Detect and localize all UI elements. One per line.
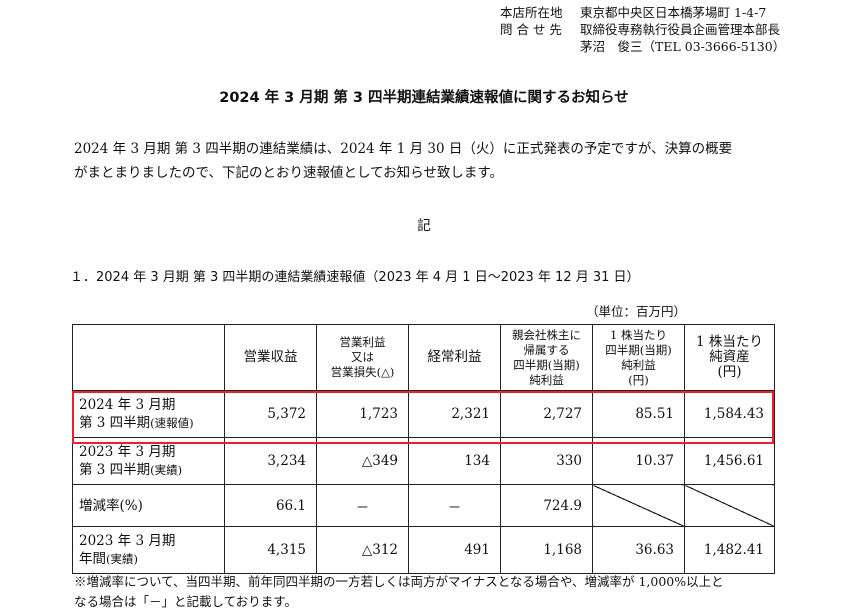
intro-paragraph: 2024 年 3 月期 第 3 四半期の連結業績は、2024 年 1 月 30 …	[74, 137, 794, 185]
table-cell: 3,234	[224, 437, 317, 485]
footnote: ※増減率について、当四半期、前年同四半期の一方若しくは両方がマイナスとなる場合や…	[74, 572, 794, 612]
table-cell: 724.9	[500, 484, 593, 527]
header-cell: 経常利益	[408, 324, 501, 391]
table-cell: 134	[408, 437, 501, 485]
table-cell: 1,584.43	[684, 390, 775, 438]
table-cell: 66.1	[224, 484, 317, 527]
header-label: 問 合 せ 先	[500, 22, 562, 37]
footnote-line: なる場合は「－」と記載しております。	[74, 594, 298, 609]
company-contact-block: 本店所在地 東京都中央区日本橋茅場町 1-4-7 問 合 せ 先 取締役専務執行…	[500, 4, 785, 55]
header-label	[500, 38, 580, 55]
ki-marker: 記	[417, 218, 431, 234]
header-label: 本店所在地	[500, 5, 563, 20]
header-value: 取締役専務執行役員企画管理本部長	[580, 22, 781, 37]
footnote-line: ※増減率について、当四半期、前年同四半期の一方若しくは両方がマイナスとなる場合や…	[74, 574, 724, 589]
diagonal-empty-cell	[592, 484, 685, 527]
table-cell: 10.37	[592, 437, 685, 485]
header-row: 本店所在地 東京都中央区日本橋茅場町 1-4-7	[500, 4, 785, 21]
header-cell: 営業収益	[224, 324, 317, 391]
document-title: 2024 年 3 月期 第 3 四半期連結業績速報値に関するお知らせ	[219, 90, 629, 106]
row-label: 2023 年 3 月期第 3 四半期(実績)	[72, 437, 225, 485]
row-label: 2023 年 3 月期 年間(実績)	[72, 526, 225, 574]
table-cell: －	[408, 484, 501, 527]
table-cell: 1,456.61	[684, 437, 775, 485]
header-cell: 1 株当たり 四半期(当期) 純利益 (円)	[592, 324, 685, 391]
header-cell-empty	[72, 324, 225, 391]
table-cell: 491	[408, 526, 501, 574]
table-header-row: 営業収益 営業利益 又は 営業損失(△) 経常利益 親会社株主に 帰属する 四半期(当期…	[72, 324, 775, 391]
row-label: 増減率(%)	[72, 484, 225, 527]
intro-line: がまとまりましたので、下記のとおり速報値としてお知らせ致します。	[74, 165, 504, 181]
unit-label: （単位：百万円）	[586, 304, 687, 319]
results-table: 営業収益 営業利益 又は 営業損失(△) 経常利益 親会社株主に 帰属する 四半期(当期…	[72, 324, 775, 574]
section-title: １．2024 年 3 月期 第 3 四半期の連結業績速報値（2023 年 4 月…	[70, 270, 640, 285]
table-cell: △312	[316, 526, 409, 574]
table-cell: 330	[500, 437, 593, 485]
header-row: 茅沼 俊三（TEL 03-3666-5130）	[500, 38, 785, 55]
table-cell: △349	[316, 437, 409, 485]
header-value: 東京都中央区日本橋茅場町 1-4-7	[580, 5, 767, 20]
table-cell: －	[316, 484, 409, 527]
table-cell: 85.51	[592, 390, 685, 438]
table-row: 増減率(%) 66.1 － － 724.9	[72, 484, 775, 527]
table-cell: 1,168	[500, 526, 593, 574]
table-cell: 5,372	[224, 390, 317, 438]
table-cell: 1,482.41	[684, 526, 775, 574]
header-cell: 営業利益 又は 営業損失(△)	[316, 324, 409, 391]
header-row: 問 合 せ 先 取締役専務執行役員企画管理本部長	[500, 21, 785, 38]
diagonal-empty-cell	[684, 484, 775, 527]
table-cell: 36.63	[592, 526, 685, 574]
header-value: 茅沼 俊三（TEL 03-3666-5130）	[580, 39, 786, 54]
table-cell: 2,321	[408, 390, 501, 438]
table-cell: 2,727	[500, 390, 593, 438]
table-row: 2023 年 3 月期第 3 四半期(実績) 3,234 △349 134 33…	[72, 437, 775, 485]
row-label: 2024 年 3 月期第 3 四半期(速報値)	[72, 390, 225, 438]
header-cell: 1 株当たり 純資産 (円)	[684, 324, 775, 391]
intro-line: 2024 年 3 月期 第 3 四半期の連結業績は、2024 年 1 月 30 …	[74, 141, 733, 157]
table-row: 2024 年 3 月期第 3 四半期(速報値) 5,372 1,723 2,32…	[72, 390, 775, 438]
header-cell: 親会社株主に 帰属する 四半期(当期) 純利益	[500, 324, 593, 391]
table-cell: 4,315	[224, 526, 317, 574]
table-cell: 1,723	[316, 390, 409, 438]
table-row: 2023 年 3 月期 年間(実績) 4,315 △312 491 1,168 3…	[72, 526, 775, 574]
